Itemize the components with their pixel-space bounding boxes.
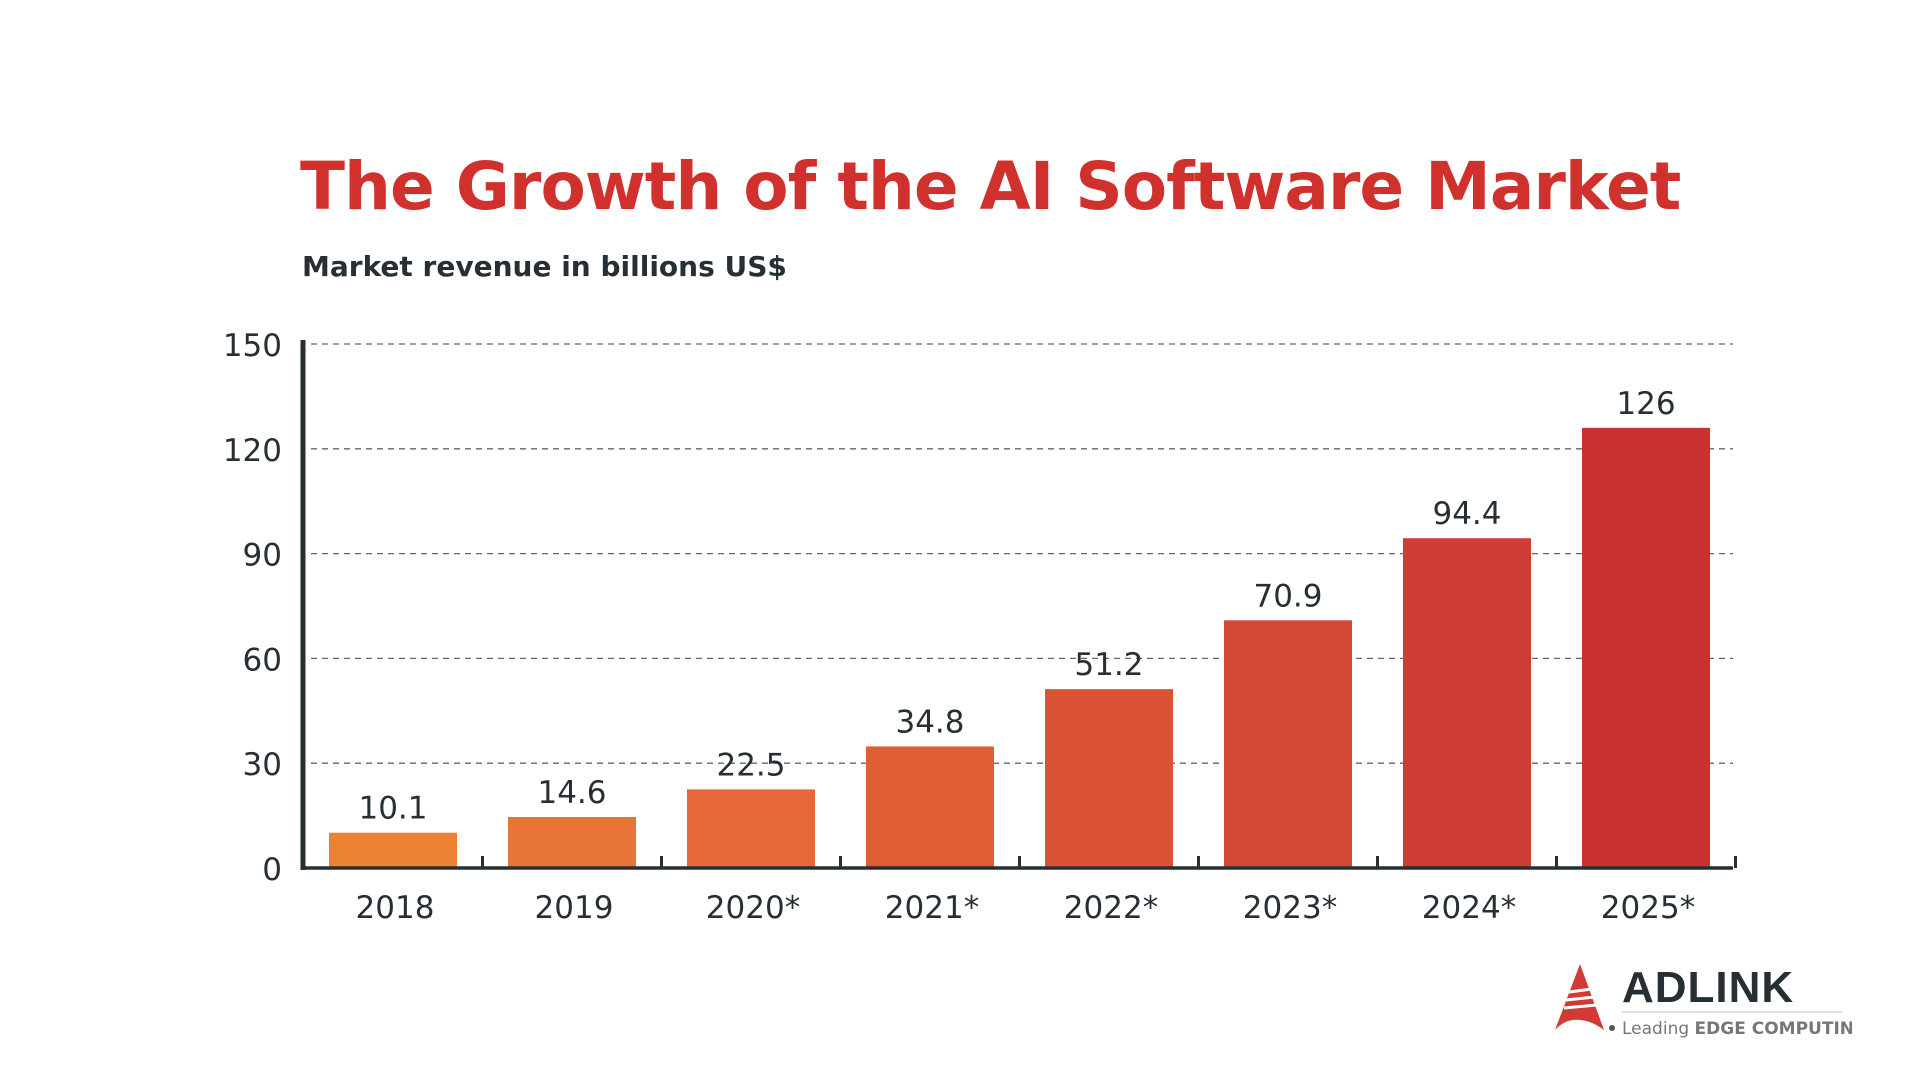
bar xyxy=(1224,620,1352,868)
y-tick-label: 150 xyxy=(223,328,282,364)
x-tick-label: 2022* xyxy=(1064,890,1158,926)
bar xyxy=(687,789,815,868)
data-label: 51.2 xyxy=(1074,647,1143,683)
x-tick-label: 2018 xyxy=(356,890,435,926)
bar xyxy=(866,746,994,868)
bar xyxy=(1403,538,1531,868)
data-label: 10.1 xyxy=(358,791,427,827)
svg-text:ADLINK: ADLINK xyxy=(1622,963,1794,1012)
y-tick-label: 0 xyxy=(262,852,282,888)
y-tick-label: 120 xyxy=(223,433,282,469)
data-label: 22.5 xyxy=(716,747,785,783)
adlink-logo: ADLINK Leading EDGE COMPUTING xyxy=(1555,963,1852,1039)
data-label: 34.8 xyxy=(895,704,964,740)
chart-title: The Growth of the AI Software Market xyxy=(300,148,1681,225)
chart-subtitle: Market revenue in billions US$ xyxy=(302,250,787,283)
adlink-triangle-icon xyxy=(1555,964,1604,1030)
x-tick-label: 2025* xyxy=(1601,890,1695,926)
data-label: 94.4 xyxy=(1432,496,1501,532)
x-tick-label: 2021* xyxy=(885,890,979,926)
y-tick-label: 60 xyxy=(243,642,282,678)
bar xyxy=(1045,689,1173,868)
svg-text:Leading EDGE COMPUTING: Leading EDGE COMPUTING xyxy=(1622,1019,1852,1039)
bar xyxy=(508,816,636,868)
bar xyxy=(1582,427,1710,868)
x-tick-label: 2024* xyxy=(1422,890,1516,926)
data-label: 126 xyxy=(1616,386,1675,422)
x-tick-label: 2019 xyxy=(535,890,614,926)
x-tick-label: 2020* xyxy=(706,890,800,926)
y-tick-label: 90 xyxy=(243,538,282,574)
y-tick-label: 30 xyxy=(243,747,282,783)
x-tick-label: 2023* xyxy=(1243,890,1337,926)
bar xyxy=(329,832,457,868)
data-label: 70.9 xyxy=(1253,578,1322,614)
data-label: 14.6 xyxy=(537,775,606,811)
